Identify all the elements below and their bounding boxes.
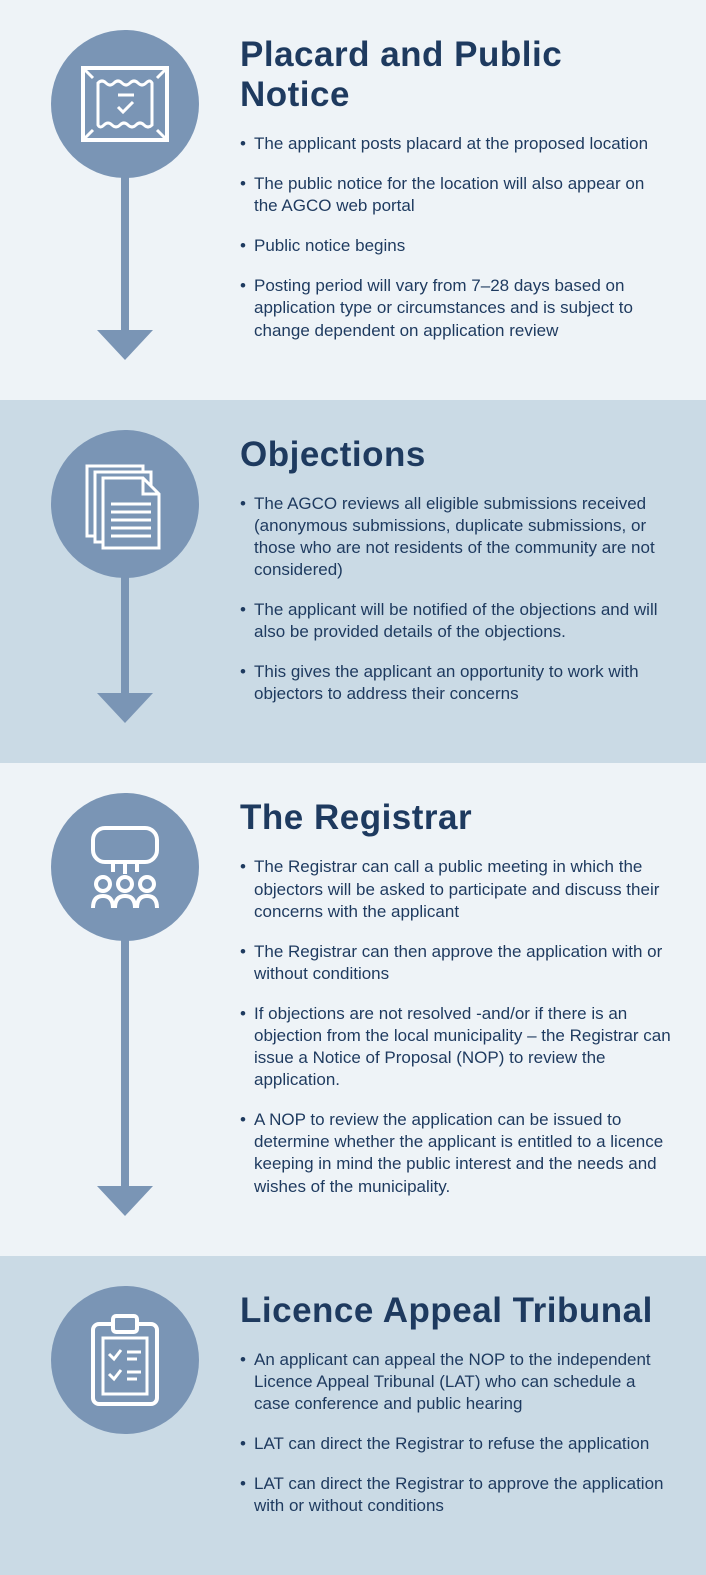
bullet-item: The public notice for the location will … xyxy=(240,173,671,217)
placard-icon xyxy=(51,30,199,178)
bullet-item: The AGCO reviews all eligible submission… xyxy=(240,493,671,581)
icon-column xyxy=(35,430,215,724)
bullet-item: LAT can direct the Registrar to refuse t… xyxy=(240,1433,671,1455)
bullet-list: The AGCO reviews all eligible submission… xyxy=(240,493,671,706)
bullet-list: An applicant can appeal the NOP to the i… xyxy=(240,1349,671,1518)
step-title: The Registrar xyxy=(240,798,671,838)
step-title: Licence Appeal Tribunal xyxy=(240,1291,671,1331)
icon-column xyxy=(35,1286,215,1536)
content: Objections The AGCO reviews all eligible… xyxy=(215,430,671,724)
icon-column xyxy=(35,30,215,360)
bullet-item: The applicant will be notified of the ob… xyxy=(240,599,671,643)
content: The Registrar The Registrar can call a p… xyxy=(215,793,671,1215)
step-objections: Objections The AGCO reviews all eligible… xyxy=(0,400,706,764)
clipboard-icon xyxy=(51,1286,199,1434)
bullet-item: The Registrar can call a public meeting … xyxy=(240,856,671,922)
bullet-list: The Registrar can call a public meeting … xyxy=(240,856,671,1197)
bullet-item: Posting period will vary from 7–28 days … xyxy=(240,275,671,341)
connector-line xyxy=(121,939,129,1187)
bullet-item: The applicant posts placard at the propo… xyxy=(240,133,671,155)
bullet-item: A NOP to review the application can be i… xyxy=(240,1109,671,1197)
step-tribunal: Licence Appeal Tribunal An applicant can… xyxy=(0,1256,706,1575)
connector-line xyxy=(121,576,129,696)
step-title: Objections xyxy=(240,435,671,475)
connector-line xyxy=(121,176,129,332)
arrow-down-icon xyxy=(97,693,153,723)
content: Licence Appeal Tribunal An applicant can… xyxy=(215,1286,671,1536)
step-title: Placard and Public Notice xyxy=(240,35,671,115)
bullet-item: Public notice begins xyxy=(240,235,671,257)
arrow-down-icon xyxy=(97,1186,153,1216)
step-placard: Placard and Public Notice The applicant … xyxy=(0,0,706,400)
bullet-item: If objections are not resolved -and/or i… xyxy=(240,1003,671,1091)
step-registrar: The Registrar The Registrar can call a p… xyxy=(0,763,706,1255)
icon-column xyxy=(35,793,215,1215)
arrow-down-icon xyxy=(97,330,153,360)
documents-icon xyxy=(51,430,199,578)
bullet-item: An applicant can appeal the NOP to the i… xyxy=(240,1349,671,1415)
bullet-list: The applicant posts placard at the propo… xyxy=(240,133,671,342)
bullet-item: The Registrar can then approve the appli… xyxy=(240,941,671,985)
content: Placard and Public Notice The applicant … xyxy=(215,30,671,360)
bullet-item: LAT can direct the Registrar to approve … xyxy=(240,1473,671,1517)
meeting-icon xyxy=(51,793,199,941)
bullet-item: This gives the applicant an opportunity … xyxy=(240,661,671,705)
